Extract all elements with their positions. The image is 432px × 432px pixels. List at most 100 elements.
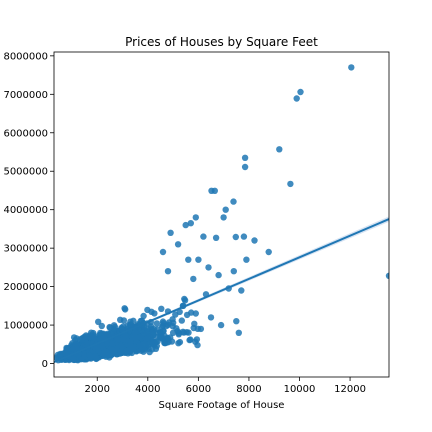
- scatter-point: [158, 305, 165, 312]
- scatter-point: [146, 340, 153, 348]
- scatter-point: [99, 342, 106, 349]
- y-tick-label: 1000000: [3, 321, 48, 332]
- scatter-point: [287, 180, 294, 188]
- scatter-point: [91, 352, 99, 360]
- scatter-point: [297, 88, 304, 96]
- scatter-point: [176, 338, 184, 346]
- scatter-point: [222, 206, 229, 213]
- scatter-point: [233, 318, 240, 325]
- y-tick-label: 5000000: [3, 167, 48, 178]
- scatter-point: [118, 343, 125, 350]
- y-tick-label: 2000000: [3, 282, 48, 293]
- scatter-point: [230, 268, 237, 275]
- scatter-point: [126, 346, 133, 353]
- scatter-point: [117, 316, 124, 323]
- scatter-point: [238, 287, 245, 294]
- data-points: [54, 64, 389, 364]
- y-tick-label: 3000000: [3, 244, 48, 255]
- scatter-point: [293, 95, 300, 102]
- scatter-point: [241, 163, 249, 171]
- scatter-point: [138, 317, 146, 324]
- scatter-point: [211, 187, 218, 194]
- regression-line-group: [54, 218, 389, 364]
- y-axis-ticks: 0 1000000 2000000 3000000 4000000 5000000 6000…: [3, 51, 54, 370]
- scatter-point: [137, 347, 145, 354]
- scatter-point: [83, 333, 90, 340]
- scatter-point: [192, 310, 199, 317]
- y-tick-label: 7000000: [3, 90, 48, 101]
- scatter-point: [187, 220, 194, 227]
- y-tick-label: 0: [42, 359, 48, 370]
- scatter-point: [192, 214, 199, 221]
- scatter-point: [95, 318, 102, 325]
- scatter-point: [146, 348, 153, 356]
- scatter-point: [103, 348, 111, 356]
- scatter-point: [179, 328, 187, 335]
- scatter-point: [186, 336, 193, 344]
- scatter-point: [160, 327, 167, 335]
- regression-line: [54, 218, 389, 364]
- scatter-point: [185, 329, 192, 336]
- scatter-point: [57, 351, 64, 359]
- x-tick-label: 10000: [284, 384, 316, 395]
- scatter-point: [90, 334, 98, 342]
- scatter-point: [276, 146, 283, 153]
- scatter-point: [109, 346, 116, 354]
- y-tick-label: 6000000: [3, 128, 48, 139]
- scatter-point: [348, 64, 355, 71]
- scatter-point: [144, 335, 151, 342]
- x-tick-label: 4000: [135, 384, 160, 395]
- scatter-point: [185, 256, 192, 263]
- scatter-point: [178, 317, 185, 324]
- x-tick-label: 6000: [186, 384, 211, 395]
- scatter-point: [169, 329, 177, 336]
- scatter-point: [153, 342, 160, 350]
- scatter-point: [117, 348, 124, 356]
- scatter-point: [140, 312, 147, 320]
- scatter-point: [265, 248, 272, 256]
- scatter-point: [197, 325, 205, 333]
- scatter-point: [251, 237, 258, 244]
- scatter-point: [174, 241, 182, 248]
- scatter-point: [193, 336, 201, 343]
- scatter-point: [106, 324, 114, 332]
- scatter-point: [172, 311, 179, 318]
- scatter-point: [169, 323, 176, 330]
- scatter-point: [240, 233, 248, 240]
- x-tick-label: 12000: [334, 384, 366, 395]
- y-tick-label: 8000000: [3, 51, 48, 62]
- scatter-point: [205, 264, 212, 271]
- scatter-point: [235, 329, 242, 336]
- scatter-point: [215, 271, 222, 279]
- scatter-point: [167, 229, 174, 236]
- scatter-point: [217, 321, 225, 329]
- scatter-point: [77, 336, 84, 343]
- scatter-point: [207, 314, 215, 321]
- scatter-point: [241, 154, 249, 161]
- scatter-point: [385, 272, 389, 279]
- scatter-point: [159, 248, 167, 256]
- scatter-point: [106, 354, 113, 361]
- scatter-point: [127, 338, 134, 345]
- x-tick-label: 2000: [85, 384, 110, 395]
- scatter-point: [182, 221, 189, 229]
- y-tick-label: 4000000: [3, 205, 48, 216]
- scatter-point: [124, 322, 131, 329]
- scatter-point: [200, 233, 207, 240]
- scatter-point: [212, 234, 220, 241]
- scatter-point: [133, 334, 140, 341]
- scatter-point: [153, 320, 161, 327]
- scatter-point: [230, 198, 237, 205]
- chart-title: Prices of Houses by Square Feet: [125, 35, 318, 49]
- scatter-point: [159, 322, 167, 329]
- scatter-point: [232, 233, 239, 241]
- scatter-point: [118, 324, 125, 332]
- scatter-point: [220, 214, 227, 221]
- x-tick-label: 8000: [236, 384, 261, 395]
- x-axis-label: Square Footage of House: [159, 400, 285, 411]
- scatter-point: [168, 338, 176, 345]
- scatter-point: [98, 322, 106, 330]
- scatter-point: [148, 308, 155, 315]
- plot-frame: [53, 51, 390, 378]
